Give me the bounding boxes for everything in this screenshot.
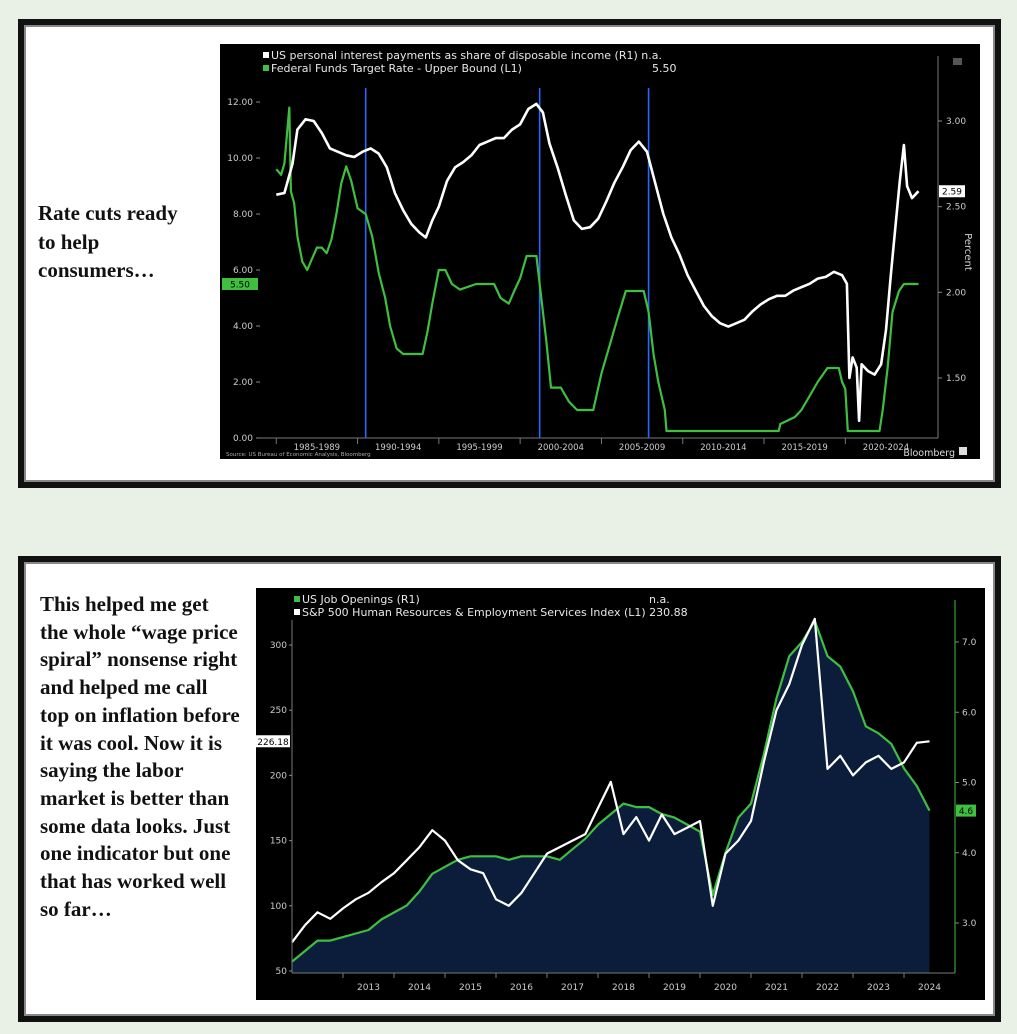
legend-value-job-openings: n.a. xyxy=(649,593,670,606)
x-tick-label: 2020 xyxy=(714,983,737,993)
legend-background xyxy=(258,46,688,76)
left-last-value: 226.18 xyxy=(257,738,289,748)
left-tick-label: 0.00 xyxy=(233,434,253,444)
fed-funds-line xyxy=(275,106,919,433)
x-tick-label: 1995-1999 xyxy=(456,443,502,453)
left-tick-label: 100 xyxy=(270,902,287,912)
settings-icon xyxy=(953,58,962,65)
legend-background xyxy=(290,590,700,620)
bloomberg-watermark: Bloomberg xyxy=(903,448,955,459)
bottom-panel-inner: This helped me get the whole “wage price… xyxy=(24,562,995,1016)
right-last-value-box xyxy=(939,185,965,198)
top-panel: Rate cuts ready to help consumers… 12.00… xyxy=(18,19,1001,488)
left-tick-label: 50 xyxy=(276,967,288,977)
legend-swatch-interest xyxy=(263,52,269,58)
job-openings-chart-svg: 300 250 200 150 100 50 7.0 6.0 5.0 4.0 3.0 2013 2014… xyxy=(256,590,977,993)
left-tick-label: 300 xyxy=(270,641,287,651)
left-tick-label: 200 xyxy=(270,771,287,781)
x-tick-label: 1990-1994 xyxy=(375,443,421,453)
job-openings-area xyxy=(292,620,930,973)
x-tick-label: 2015 xyxy=(459,983,482,993)
x-tick-label: 2022 xyxy=(816,983,839,993)
legend-swatch-job-openings xyxy=(294,596,300,602)
x-tick-label: 2005-2009 xyxy=(619,443,665,453)
legend-value-fed: 5.50 xyxy=(652,62,677,75)
left-tick-label: 8.00 xyxy=(233,210,253,220)
x-tick-label: 2019 xyxy=(663,983,686,993)
right-tick-label: 5.0 xyxy=(962,779,977,789)
left-tick-label: 250 xyxy=(270,706,287,716)
bottom-caption: This helped me get the whole “wage price… xyxy=(40,592,240,921)
legend-swatch-fed xyxy=(263,65,269,71)
left-tick-label: 12.00 xyxy=(227,98,253,108)
hr-index-line xyxy=(291,617,930,943)
left-last-value-box xyxy=(256,735,290,748)
x-tick-label: 2023 xyxy=(867,983,890,993)
x-tick-label: 2021 xyxy=(765,983,788,993)
bottom-panel: This helped me get the whole “wage price… xyxy=(18,556,1001,1022)
right-tick-label: 4.0 xyxy=(962,849,977,859)
x-tick-label: 2018 xyxy=(612,983,635,993)
left-tick-label: 6.00 xyxy=(233,266,253,276)
job-openings-chart: 300 250 200 150 100 50 7.0 6.0 5.0 4.0 3.0 2013 2014… xyxy=(256,588,985,1000)
right-tick-label: 7.0 xyxy=(962,638,977,648)
top-caption: Rate cuts ready to help consumers… xyxy=(38,201,178,282)
interest-payments-line xyxy=(276,102,920,423)
source-note: Source: US Bureau of Economic Analysis, … xyxy=(226,452,371,458)
rates-chart: 12.00 10.00 8.00 6.00 4.00 2.00 0.00 3.00 2.50 2.… xyxy=(220,44,980,459)
legend-label-job-openings: US Job Openings (R1) xyxy=(302,593,420,606)
x-tick-label: 2016 xyxy=(510,983,533,993)
right-last-value: 4.6 xyxy=(959,807,974,817)
x-tick-label: 2015-2019 xyxy=(782,443,828,453)
left-last-value: 5.50 xyxy=(230,281,250,291)
right-tick-label: 3.0 xyxy=(962,919,977,929)
right-tick-label: 2.00 xyxy=(946,288,966,298)
right-tick-label: 6.0 xyxy=(962,708,977,718)
bloomberg-logo-icon xyxy=(959,447,967,455)
x-tick-label: 2014 xyxy=(408,983,431,993)
x-tick-label: 2024 xyxy=(918,983,941,993)
left-tick-label: 4.00 xyxy=(233,322,253,332)
right-last-value-box xyxy=(956,804,976,817)
top-panel-inner: Rate cuts ready to help consumers… 12.00… xyxy=(24,25,995,482)
x-tick-label: 2000-2004 xyxy=(538,443,584,453)
right-tick-label: 1.50 xyxy=(946,374,966,384)
right-last-value: 2.59 xyxy=(942,188,962,198)
left-tick-label: 150 xyxy=(270,837,287,847)
left-tick-label: 2.00 xyxy=(233,378,253,388)
legend-swatch-hr-index xyxy=(294,609,300,615)
x-tick-label: 2010-2014 xyxy=(700,443,746,453)
x-tick-label: 2017 xyxy=(561,983,584,993)
right-tick-label: 3.00 xyxy=(946,117,966,127)
x-tick-label: 1985-1989 xyxy=(294,443,340,453)
job-openings-line xyxy=(291,619,931,963)
x-tick-label: 2020-2024 xyxy=(863,443,909,453)
legend-label-hr-index: S&P 500 Human Resources & Employment Ser… xyxy=(302,606,688,619)
left-tick-label: 10.00 xyxy=(227,154,253,164)
right-tick-label: 2.50 xyxy=(946,203,966,213)
legend-label-fed: Federal Funds Target Rate - Upper Bound … xyxy=(271,62,522,75)
rates-chart-svg: 12.00 10.00 8.00 6.00 4.00 2.00 0.00 3.00 2.50 2.… xyxy=(222,46,973,459)
right-axis-title: Percent xyxy=(962,233,973,271)
x-tick-label: 2013 xyxy=(357,983,380,993)
left-last-value-box xyxy=(222,278,258,290)
legend-label-interest: US personal interest payments as share o… xyxy=(271,49,662,62)
